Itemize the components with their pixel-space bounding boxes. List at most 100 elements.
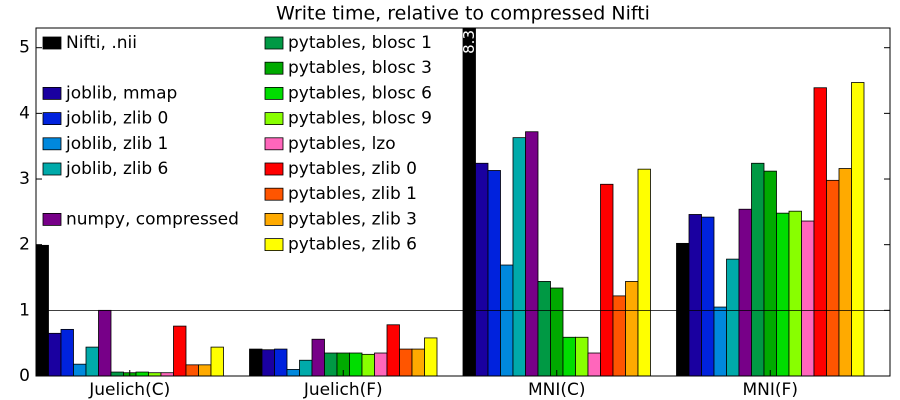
- legend-label: pytables, blosc 1: [288, 33, 432, 53]
- legend-label: Nifti, .nii: [66, 33, 137, 53]
- legend-swatch: [264, 238, 284, 252]
- legend-label: pytables, zlib 6: [288, 235, 417, 255]
- bar: [349, 352, 363, 376]
- y-tick-label: 0: [19, 366, 30, 386]
- y-tick-label: 5: [19, 38, 30, 58]
- bar: [826, 179, 840, 376]
- bar: [851, 82, 865, 376]
- bar: [801, 220, 815, 376]
- bar: [813, 87, 827, 376]
- bar: [135, 371, 149, 376]
- bar: [612, 295, 626, 376]
- bar: [85, 346, 99, 376]
- bar: [751, 162, 765, 376]
- bar: [637, 168, 651, 376]
- legend-swatch: [264, 112, 284, 125]
- bar: [361, 353, 375, 376]
- bar: [73, 363, 87, 376]
- legend-label: pytables, zlib 0: [288, 159, 417, 179]
- bar: [713, 306, 727, 376]
- bar: [249, 348, 263, 376]
- bar: [475, 162, 489, 376]
- legend-swatch: [264, 212, 284, 226]
- bar: [525, 131, 539, 376]
- legend-swatch: [264, 61, 284, 75]
- bar: [788, 210, 802, 376]
- legend-swatch: [42, 87, 62, 100]
- bar: [562, 336, 576, 376]
- bar: [600, 183, 614, 376]
- x-tick-label: MNI(F): [743, 380, 798, 400]
- bar: [462, 28, 476, 376]
- bar: [487, 170, 501, 376]
- bar: [676, 242, 690, 376]
- y-tick-label: 3: [19, 169, 30, 189]
- bar: [60, 328, 74, 376]
- bar: [198, 364, 212, 376]
- legend-label: joblib, zlib 6: [65, 159, 168, 179]
- legend-label: numpy, compressed: [66, 209, 239, 229]
- plot-frame: [35, 27, 891, 377]
- bar: [299, 359, 313, 376]
- bar: [738, 208, 752, 376]
- bar: [776, 212, 790, 376]
- bar: [701, 216, 715, 376]
- x-tick-label: Juelich(C): [88, 380, 170, 400]
- legend-label: joblib, zlib 0: [65, 109, 168, 129]
- bar: [763, 170, 777, 376]
- bar: [185, 364, 199, 376]
- legend-label: joblib, mmap: [65, 83, 177, 103]
- legend-label: pytables, zlib 1: [288, 184, 417, 204]
- legend-label: pytables, blosc 9: [288, 109, 432, 129]
- legend-swatch: [42, 112, 62, 125]
- legend-label: pytables, blosc 3: [288, 58, 432, 78]
- bar: [726, 258, 740, 376]
- bar: [98, 309, 112, 376]
- bar: [500, 264, 514, 376]
- legend-swatch: [42, 212, 62, 226]
- legend-swatch: [264, 36, 284, 50]
- y-tick-label: 2: [19, 235, 30, 255]
- legend-swatch: [264, 187, 284, 201]
- bar: [324, 352, 338, 376]
- bar: [424, 337, 438, 376]
- legend-label: pytables, lzo: [288, 134, 396, 154]
- bar: [512, 137, 526, 376]
- x-tick-label: MNI(C): [528, 380, 586, 400]
- y-tick-label: 1: [19, 300, 30, 320]
- bar: [587, 352, 601, 376]
- legend-swatch: [42, 36, 62, 50]
- bar: [173, 325, 187, 376]
- bar: [386, 324, 400, 376]
- bar: [110, 371, 124, 376]
- bar: [274, 348, 288, 376]
- bar: [261, 349, 275, 376]
- bar: [411, 348, 425, 376]
- bar: [210, 346, 224, 376]
- legend-swatch: [264, 87, 284, 100]
- bar: [286, 369, 300, 376]
- legend-swatch: [264, 137, 284, 151]
- legend-label: pytables, zlib 3: [288, 209, 417, 229]
- bar: [625, 281, 639, 376]
- legend-swatch: [42, 137, 62, 151]
- value-label: 8.3: [460, 30, 478, 54]
- x-tick-label: Juelich(F): [303, 380, 383, 400]
- bar: [838, 168, 852, 376]
- legend-swatch: [42, 162, 62, 176]
- bar: [575, 336, 589, 376]
- bar: [550, 287, 564, 376]
- bar: [537, 281, 551, 376]
- plot-area: [36, 28, 865, 376]
- chart-title: Write time, relative to compressed Nifti: [276, 3, 650, 25]
- bar: [374, 352, 388, 376]
- legend-swatch: [264, 162, 284, 176]
- bar: [48, 332, 62, 376]
- y-tick-label: 4: [19, 103, 30, 123]
- legend-label: pytables, blosc 6: [288, 83, 432, 103]
- bar: [311, 338, 325, 376]
- bar: [399, 348, 413, 376]
- legend-label: joblib, zlib 1: [65, 134, 168, 154]
- bar: [688, 214, 702, 376]
